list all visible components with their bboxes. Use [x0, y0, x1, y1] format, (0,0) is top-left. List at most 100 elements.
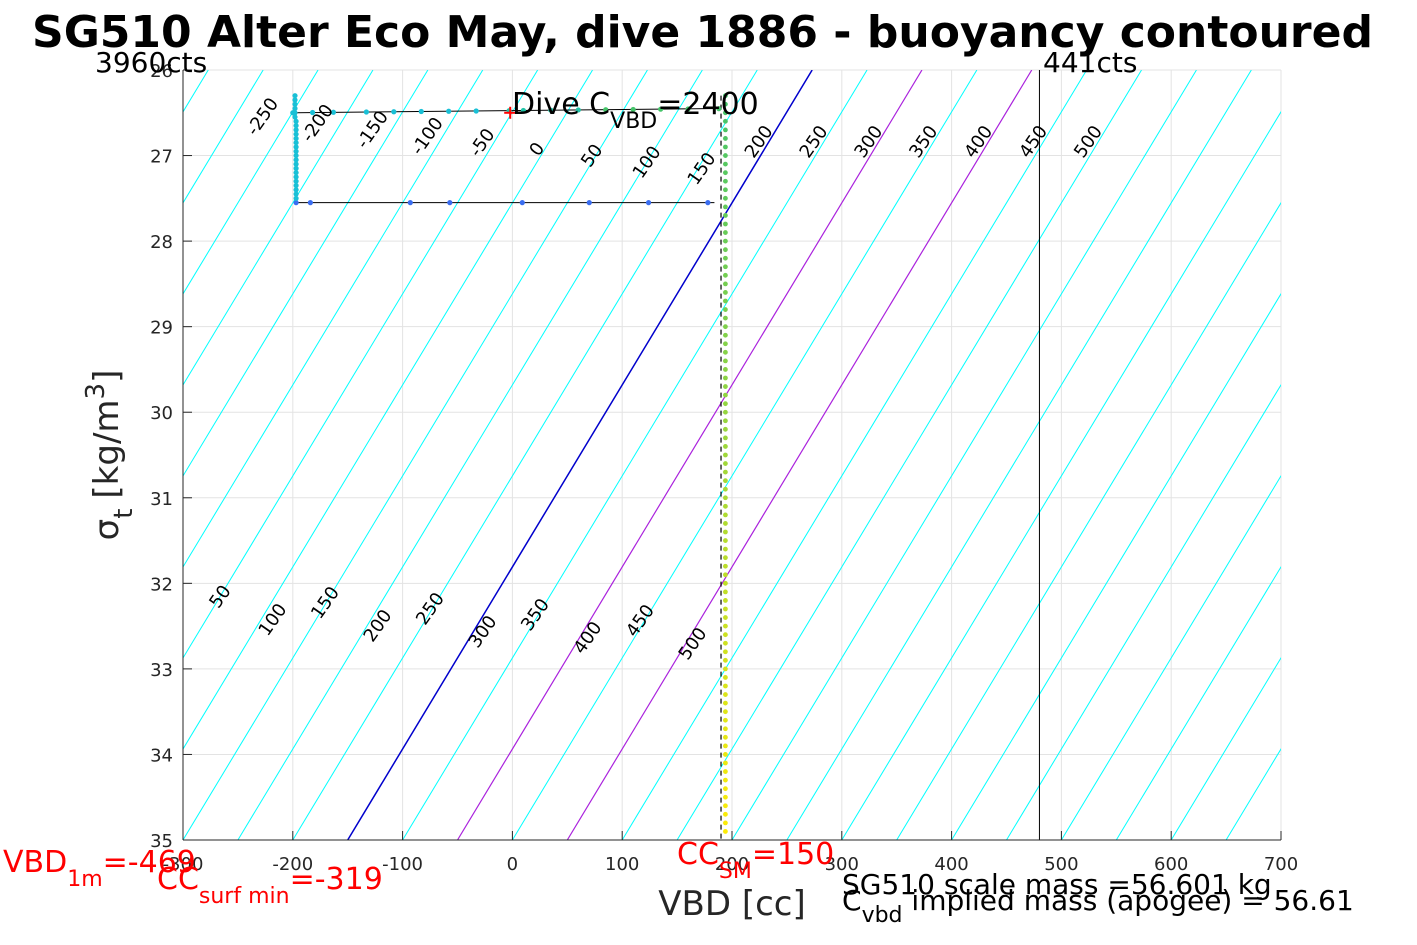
x-tick-label: 700 [1264, 854, 1298, 875]
profile-point-left [293, 191, 299, 197]
profile-point-right [723, 734, 728, 740]
x-tick-label: 500 [1044, 854, 1078, 875]
profile-point-right [723, 829, 728, 834]
profile-point-right [723, 598, 728, 603]
profile-point-right [723, 298, 728, 304]
profile-point-left [293, 178, 299, 184]
y-tick-label: 34 [150, 745, 173, 766]
x-tick-label: 200 [715, 854, 749, 875]
x-tick-label: 0 [507, 854, 518, 875]
x-tick-label: 300 [825, 854, 859, 875]
profile-point-right [723, 118, 728, 124]
dive-c-vbd-prefix: Dive C [512, 87, 610, 122]
cc-sm-sub: SM [719, 859, 752, 884]
profile-point-left [293, 148, 299, 154]
profile-point-right [723, 324, 728, 330]
profile-point-right [723, 563, 728, 569]
profile-point-right [723, 426, 728, 432]
profile-point-right [723, 555, 728, 561]
y-axis-label-sup: 3 [81, 383, 111, 400]
contour-line [183, 70, 593, 750]
contour-line [183, 70, 319, 295]
profile-point-right [723, 247, 728, 253]
implied-mass-main: C [842, 884, 862, 917]
y-tick-label: 30 [150, 403, 173, 424]
profile-point-right [723, 195, 728, 201]
profile-point-left [292, 110, 298, 116]
y-tick-label: 28 [150, 232, 173, 253]
profile-point-right [723, 93, 728, 99]
profile-point-right [723, 401, 728, 407]
profile-point-right [723, 101, 728, 107]
y-axis-label-main: σ [87, 519, 127, 541]
profile-point-top [685, 106, 691, 112]
y-axis-label-unit: [kg/m [87, 399, 127, 498]
profile-point-right [723, 367, 728, 372]
y-tick-label: 26 [150, 61, 173, 82]
profile-point-right [723, 358, 728, 364]
profile-point-bottom [307, 200, 313, 206]
contour-line [1006, 383, 1281, 840]
contour-line [347, 70, 813, 840]
profile-point-top [391, 109, 397, 115]
grid [182, 69, 1282, 841]
profile-point-right [723, 444, 728, 449]
profile-point-bottom [447, 200, 453, 206]
profile-point-right [723, 213, 728, 218]
profile-point-left [293, 161, 299, 167]
cc-sm-main: CC [677, 837, 719, 872]
profile-point-right [723, 580, 728, 586]
profile-point-bottom [407, 200, 413, 206]
profile-point-bottom [586, 200, 592, 206]
profile-point-right [723, 743, 728, 749]
y-tick-label: 32 [150, 574, 173, 595]
profile-point-right [723, 726, 728, 732]
cc-sm-label: CCSM=150 [677, 837, 834, 884]
profile-point-bottom [645, 200, 652, 206]
y-axis-label: σt [kg/m3] [81, 370, 139, 541]
profile-point-right [723, 230, 728, 235]
contour-line [1060, 474, 1281, 840]
profile-point-right [723, 495, 728, 501]
contour-line [402, 70, 868, 840]
profile-point-left [293, 187, 299, 193]
x-tick-label: -100 [382, 854, 423, 875]
chart-title: SG510 Alter Eco May, dive 1886 - buoyanc… [32, 7, 1373, 58]
cc-surf-min-main: CC [157, 862, 199, 897]
profile-point-right [723, 777, 728, 783]
contour-line [183, 70, 264, 204]
contour-line [786, 70, 1252, 840]
profile-point-right [723, 692, 728, 697]
y-axis-label-group: σt [kg/m3] [81, 370, 139, 541]
profile-point-right [723, 632, 728, 638]
y-tick-label: 27 [150, 147, 173, 168]
profile-point-left [293, 170, 299, 176]
counts-right-label: 441cts [1043, 46, 1137, 79]
implied-mass-label: Cvbd implied mass (apogee) = 56.61 [842, 884, 1354, 928]
profile-point-left [293, 144, 299, 150]
dive-c-vbd-sub: VBD [610, 109, 657, 134]
profile-point-right [723, 521, 728, 526]
contour-line [951, 292, 1281, 840]
vbd-1m-sub: 1m [67, 867, 102, 892]
profile-point-right [723, 503, 728, 509]
profile-point-right [723, 178, 728, 184]
contour-line [292, 70, 758, 840]
profile-point-right [723, 161, 728, 167]
profile-point-right [723, 409, 728, 415]
contour-line [896, 201, 1281, 840]
profile-point-right [723, 281, 728, 287]
profile-point-right [723, 136, 728, 141]
contour-line [676, 70, 1142, 840]
profile-point-top [658, 106, 664, 112]
vbd-1m-label: VBD1m=-469 [3, 845, 196, 892]
profile-point-right [723, 606, 728, 612]
profile-point-left [293, 123, 299, 129]
profile-point-right [723, 435, 728, 441]
profile-point-right [723, 820, 728, 826]
profile-point-left [293, 157, 299, 163]
profile-point-right [723, 623, 728, 629]
profile-point-left [293, 195, 299, 201]
profile-point-top [575, 107, 581, 113]
contour-line [731, 70, 1197, 840]
